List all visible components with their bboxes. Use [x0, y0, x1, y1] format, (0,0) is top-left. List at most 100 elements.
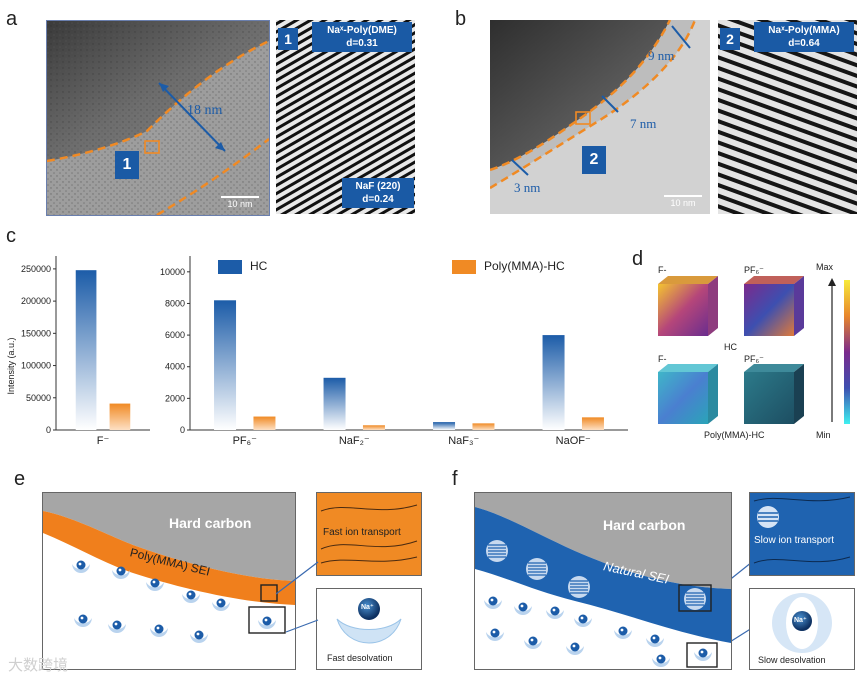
solvated-na-ion-e — [74, 614, 92, 627]
row-label-poly: Poly(MMA)-HC — [704, 430, 765, 440]
schematic-e: Hard carbon Poly(MMA) SEI — [42, 492, 296, 670]
right-tick-label: 6000 — [165, 330, 185, 340]
panel-label-c: c — [6, 225, 16, 247]
striped-particle-f — [526, 558, 548, 580]
panel-label-e: e — [14, 468, 26, 490]
ion-transport-inset-e: Fast ion transport — [316, 492, 422, 576]
cube-hc-f — [658, 276, 718, 336]
na-ion-label-e: Na⁺ — [361, 604, 374, 611]
panel-label-a: a — [6, 8, 18, 30]
desolvation-label-e: Fast desolvation — [327, 653, 393, 663]
right-category-label: NaOF⁻ — [556, 435, 591, 447]
hard-carbon-label-e: Hard carbon — [169, 515, 252, 531]
panel-label-d: d — [632, 248, 644, 270]
legend-swatch-hc — [218, 260, 242, 274]
zoom-region-a — [144, 140, 160, 154]
cube-label-4: PF₆⁻ — [744, 354, 764, 364]
region-badge-a: 1 — [115, 151, 139, 179]
solvated-na-ion-e — [212, 598, 230, 611]
right-bar-poly-2 — [472, 423, 495, 430]
solvated-na-ion-f — [486, 628, 504, 641]
left-tick-label: 150000 — [21, 328, 51, 338]
left-tick-label: 50000 — [26, 393, 51, 403]
hard-carbon-f — [475, 493, 731, 589]
tof-sims-bar-chart: Intensity (a.u.) 05000010000015000020000… — [6, 256, 628, 447]
left-tick-label: 200000 — [21, 296, 51, 306]
solvated-na-ion-e — [72, 560, 90, 573]
cube-hc-pf6 — [744, 276, 804, 336]
solvated-na-ion-e — [258, 616, 276, 629]
natural-sei-layer — [475, 507, 731, 643]
solvated-na-ion-f — [652, 654, 670, 667]
solvated-na-ion-f — [514, 602, 532, 615]
right-bar-hc-3 — [542, 335, 565, 430]
spacing-box-poly-dme: Naˣ-Poly(DME) d=0.31 — [312, 22, 412, 52]
row-label-hc: HC — [724, 342, 737, 352]
right-category-label: NaF₃⁻ — [448, 435, 479, 447]
thickness-arrow-a — [158, 82, 226, 152]
hard-carbon-label-f: Hard carbon — [603, 517, 686, 533]
left-tick-label: 250000 — [21, 264, 51, 274]
region-badge-b: 2 — [582, 146, 606, 174]
zoom-badge-a: 1 — [278, 28, 298, 50]
panel-d-cubes: F- PF₆⁻ F- PF₆⁻ HC Poly(MMA)-HC Max Min — [648, 262, 858, 442]
solvated-na-ion-e — [182, 590, 200, 603]
transport-label-f: Slow ion transport — [754, 535, 835, 546]
na-ion-label-f: Na⁺ — [794, 617, 807, 624]
left-tick-label: 0 — [46, 425, 51, 435]
solvated-na-ion-f — [566, 642, 584, 655]
cube-poly-f — [658, 364, 718, 424]
solvated-na-ion-e — [146, 578, 164, 591]
ion-transport-inset-f: Slow ion transport — [749, 492, 855, 576]
thickness-label-a: 18 nm — [187, 103, 223, 118]
desolvation-label-f: Slow desolvation — [758, 655, 826, 665]
thickness-label-b-top: 9 nm — [648, 48, 675, 63]
legend-label-poly: Poly(MMA)-HC — [484, 259, 565, 273]
spacing-box-naf: NaF (220) d=0.24 — [342, 178, 414, 208]
right-tick-label: 2000 — [165, 393, 185, 403]
left-bar-poly-0 — [109, 403, 131, 430]
cube-label-2: PF₆⁻ — [744, 265, 764, 275]
panel-label-b: b — [455, 8, 467, 30]
hrtem-zoom-a: 1 Naˣ-Poly(DME) d=0.31 NaF (220) d=0.24 — [276, 20, 415, 214]
left-bar-hc-0 — [75, 270, 97, 430]
solvated-na-ion-f — [646, 634, 664, 647]
hard-carbon-e — [43, 493, 295, 581]
poly-mma-sei-layer — [43, 511, 295, 605]
left-category-label: F⁻ — [97, 435, 110, 447]
right-tick-label: 4000 — [165, 362, 185, 372]
solvated-na-ion-e — [190, 630, 208, 643]
y-axis-label: Intensity (a.u.) — [6, 337, 16, 394]
solvated-na-ion-e — [112, 566, 130, 579]
bars — [75, 270, 604, 430]
left-axis: 0 50000 100000 150000 200000 250000 F⁻ — [21, 256, 150, 447]
right-category-label: NaF₂⁻ — [339, 435, 370, 447]
legend-swatch-poly — [452, 260, 476, 274]
tem-image-a: 18 nm 1 10 nm — [46, 20, 270, 216]
left-tick-label: 100000 — [21, 361, 51, 371]
schematic-f: Hard carbon Natural SEI — [474, 492, 732, 670]
right-tick-label: 0 — [180, 425, 185, 435]
solvated-na-ion-f — [574, 614, 592, 627]
right-bar-hc-2 — [433, 422, 456, 430]
right-tick-label: 10000 — [160, 267, 185, 277]
right-category-label: PF₆⁻ — [233, 435, 257, 447]
color-scale-bar — [844, 280, 850, 424]
right-bar-poly-0 — [253, 416, 276, 430]
spacing-box-poly-mma: Naˣ-Poly(MMA) d=0.64 — [754, 22, 854, 52]
transport-label-e: Fast ion transport — [323, 527, 401, 538]
scale-max-label: Max — [816, 262, 834, 272]
scale-bar-b: 10 nm — [658, 195, 708, 208]
solvated-na-ion-f — [614, 626, 632, 639]
panel-label-f: f — [452, 468, 458, 490]
striped-particle-f — [684, 588, 706, 610]
striped-particle-f — [568, 576, 590, 598]
thickness-label-b-bottom: 3 nm — [514, 180, 541, 195]
right-bar-hc-0 — [214, 300, 237, 430]
legend-label-hc: HC — [250, 259, 268, 273]
right-tick-label: 8000 — [165, 298, 185, 308]
desolvation-inset-e: Na⁺ Fast desolvation — [316, 588, 422, 670]
right-bar-poly-1 — [362, 425, 385, 430]
cube-label-3: F- — [658, 354, 667, 364]
right-bar-poly-3 — [581, 417, 604, 430]
